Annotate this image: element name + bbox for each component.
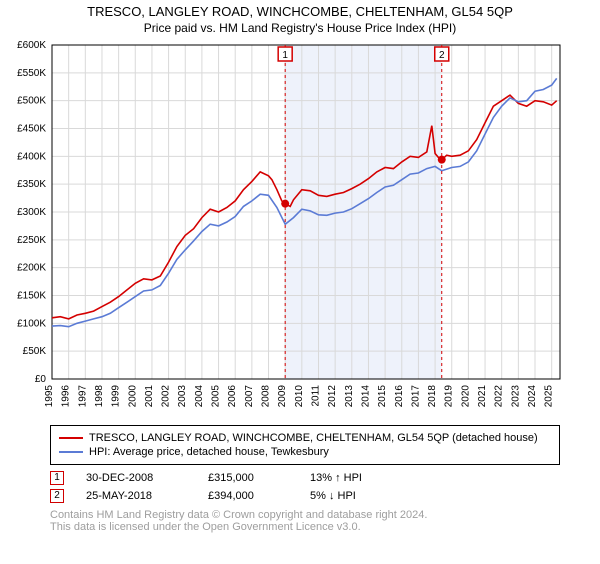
svg-text:1: 1 xyxy=(282,50,288,61)
svg-text:2005: 2005 xyxy=(211,385,222,408)
sale-delta: 13% ↑ HPI xyxy=(310,472,390,484)
line-chart-svg: £0 £50K £100K £150K £200K £250K £300K £350K £400… xyxy=(0,39,600,419)
svg-text:2016: 2016 xyxy=(394,385,405,408)
svg-text:£50K: £50K xyxy=(23,346,47,357)
svg-text:1996: 1996 xyxy=(61,385,72,408)
svg-text:2: 2 xyxy=(439,50,445,61)
svg-text:2025: 2025 xyxy=(544,385,555,408)
legend-label-property: TRESCO, LANGLEY ROAD, WINCHCOMBE, CHELTE… xyxy=(89,432,538,444)
svg-text:2018: 2018 xyxy=(427,385,438,408)
svg-text:2019: 2019 xyxy=(444,385,455,408)
svg-text:2006: 2006 xyxy=(227,385,238,408)
sale-marker-icon: 2 xyxy=(50,489,64,503)
svg-text:2004: 2004 xyxy=(194,385,205,408)
svg-text:£200K: £200K xyxy=(17,263,46,274)
legend-item-hpi: HPI: Average price, detached house, Tewk… xyxy=(59,446,551,458)
svg-text:£350K: £350K xyxy=(17,179,46,190)
sales-row: 2 25-MAY-2018 £394,000 5% ↓ HPI xyxy=(50,487,560,505)
svg-text:2020: 2020 xyxy=(460,385,471,408)
svg-text:£500K: £500K xyxy=(17,96,46,107)
svg-text:£450K: £450K xyxy=(17,124,46,135)
footer-attribution: Contains HM Land Registry data © Crown c… xyxy=(50,509,560,533)
legend-swatch-property xyxy=(59,437,83,439)
svg-text:£600K: £600K xyxy=(17,40,46,51)
svg-text:2024: 2024 xyxy=(527,385,538,408)
chart-title-line2: Price paid vs. HM Land Registry's House … xyxy=(0,21,600,35)
svg-text:1998: 1998 xyxy=(94,385,105,408)
chart-area: £0 £50K £100K £150K £200K £250K £300K £350K £400… xyxy=(0,39,600,419)
svg-text:1997: 1997 xyxy=(77,385,88,408)
legend-item-property: TRESCO, LANGLEY ROAD, WINCHCOMBE, CHELTE… xyxy=(59,432,551,444)
svg-text:2015: 2015 xyxy=(377,385,388,408)
sale-date: 30-DEC-2008 xyxy=(86,472,186,484)
sales-row: 1 30-DEC-2008 £315,000 13% ↑ HPI xyxy=(50,469,560,487)
sales-table: 1 30-DEC-2008 £315,000 13% ↑ HPI 2 25-MA… xyxy=(50,469,560,505)
sale-price: £394,000 xyxy=(208,490,288,502)
sale-price: £315,000 xyxy=(208,472,288,484)
svg-text:£150K: £150K xyxy=(17,291,46,302)
footer-line1: Contains HM Land Registry data © Crown c… xyxy=(50,509,560,521)
legend-box: TRESCO, LANGLEY ROAD, WINCHCOMBE, CHELTE… xyxy=(50,425,560,465)
svg-text:£0: £0 xyxy=(35,374,47,385)
chart-title-line1: TRESCO, LANGLEY ROAD, WINCHCOMBE, CHELTE… xyxy=(0,4,600,19)
svg-text:2001: 2001 xyxy=(144,385,155,408)
svg-text:£550K: £550K xyxy=(17,68,46,79)
svg-text:2021: 2021 xyxy=(477,385,488,408)
svg-text:2017: 2017 xyxy=(410,385,421,408)
svg-text:2023: 2023 xyxy=(510,385,521,408)
svg-text:2008: 2008 xyxy=(261,385,272,408)
svg-text:2011: 2011 xyxy=(310,385,321,407)
svg-text:2003: 2003 xyxy=(177,385,188,408)
svg-text:2000: 2000 xyxy=(127,385,138,408)
sale-marker-icon: 1 xyxy=(50,471,64,485)
svg-text:2002: 2002 xyxy=(161,385,172,408)
svg-text:1999: 1999 xyxy=(111,385,122,408)
legend-label-hpi: HPI: Average price, detached house, Tewk… xyxy=(89,446,329,458)
svg-text:2009: 2009 xyxy=(277,385,288,408)
sale-date: 25-MAY-2018 xyxy=(86,490,186,502)
svg-text:2013: 2013 xyxy=(344,385,355,408)
svg-text:2010: 2010 xyxy=(294,385,305,408)
svg-text:2022: 2022 xyxy=(494,385,505,408)
footer-line2: This data is licensed under the Open Gov… xyxy=(50,521,560,533)
svg-text:£400K: £400K xyxy=(17,151,46,162)
svg-text:£250K: £250K xyxy=(17,235,46,246)
sale-delta: 5% ↓ HPI xyxy=(310,490,390,502)
svg-text:2007: 2007 xyxy=(244,385,255,408)
svg-text:2012: 2012 xyxy=(327,385,338,408)
svg-text:1995: 1995 xyxy=(44,385,55,408)
svg-text:£300K: £300K xyxy=(17,207,46,218)
svg-text:2014: 2014 xyxy=(360,385,371,408)
legend-swatch-hpi xyxy=(59,451,83,453)
svg-text:£100K: £100K xyxy=(17,318,46,329)
